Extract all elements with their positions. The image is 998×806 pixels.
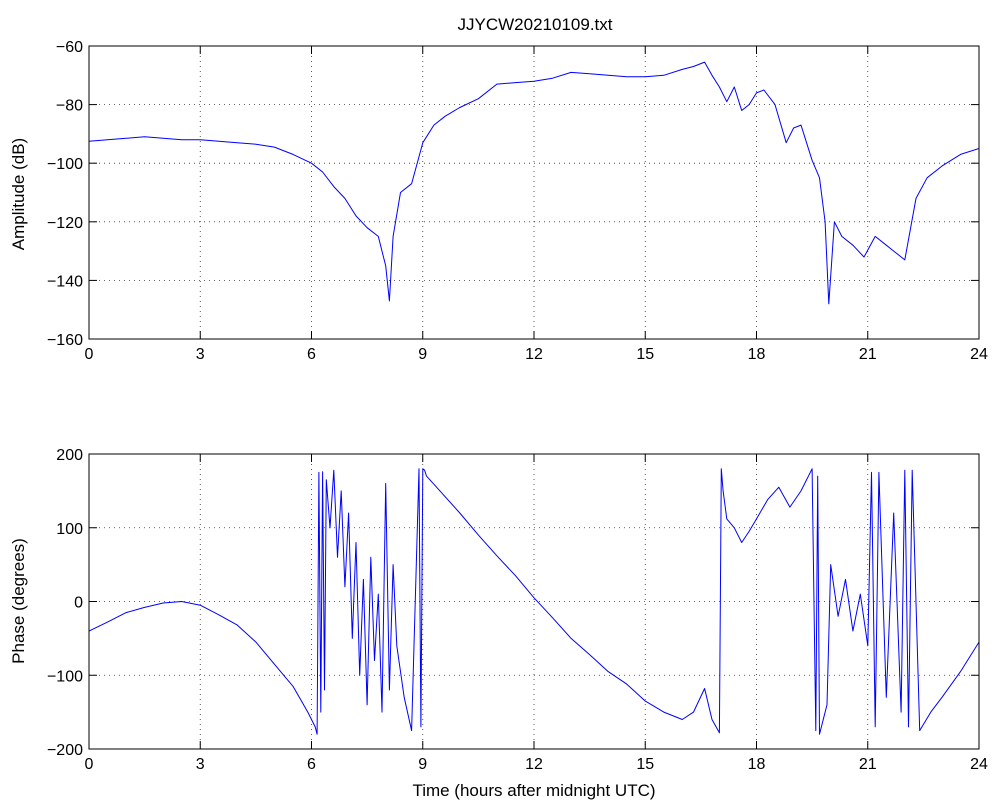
amplitude-x-tick-label: 3 [196,346,205,363]
amplitude-y-tick-label: −60 [56,39,83,56]
amplitude-x-tick-label: 21 [859,346,877,363]
amplitude-series-line [89,61,979,305]
phase-x-tick-label: 15 [636,756,654,773]
amplitude-y-tick-label: −100 [47,156,83,173]
figure-title: JJYCW20210109.txt [458,15,613,34]
amplitude-x-tick-label: 6 [307,346,316,363]
phase-y-tick-label: −200 [47,742,83,759]
phase-x-tick-label: 24 [970,756,988,773]
amplitude-x-tick-label: 24 [970,346,988,363]
phase-x-tick-label: 12 [525,756,543,773]
amplitude-panel: Amplitude (dB) 0 3 6 9 12 15 18 21 24 −160 −140 −12… [9,39,988,363]
amplitude-x-tick-label: 12 [525,346,543,363]
phase-x-axis-label: Time (hours after midnight UTC) [412,781,655,800]
phase-y-tick-label: 100 [56,521,83,538]
phase-x-tick-label: 6 [307,756,316,773]
amplitude-y-tick-label: −120 [47,215,83,232]
amplitude-x-tick-label: 0 [85,346,94,363]
amplitude-x-tick-label: 15 [636,346,654,363]
amplitude-y-axis-label: Amplitude (dB) [9,138,28,250]
phase-series-line [89,468,979,735]
phase-y-tick-label: −100 [47,668,83,685]
amplitude-x-tick-label: 18 [748,346,766,363]
phase-x-tick-label: 3 [196,756,205,773]
amplitude-y-tick-label: −160 [47,332,83,349]
amplitude-axes-frame [88,45,980,340]
amplitude-y-tick-label: −140 [47,273,83,290]
phase-y-tick-label: 200 [56,447,83,464]
phase-x-tick-label: 21 [859,756,877,773]
amplitude-y-tick-label: −80 [56,98,83,115]
phase-panel: Phase (degrees) Time (hours after midnig… [9,447,988,800]
phase-y-tick-label: 0 [74,595,83,612]
amplitude-x-tick-label: 9 [418,346,427,363]
phase-y-axis-label: Phase (degrees) [9,538,28,664]
phase-x-tick-label: 9 [418,756,427,773]
phase-x-tick-label: 0 [85,756,94,773]
phase-x-tick-label: 18 [748,756,766,773]
